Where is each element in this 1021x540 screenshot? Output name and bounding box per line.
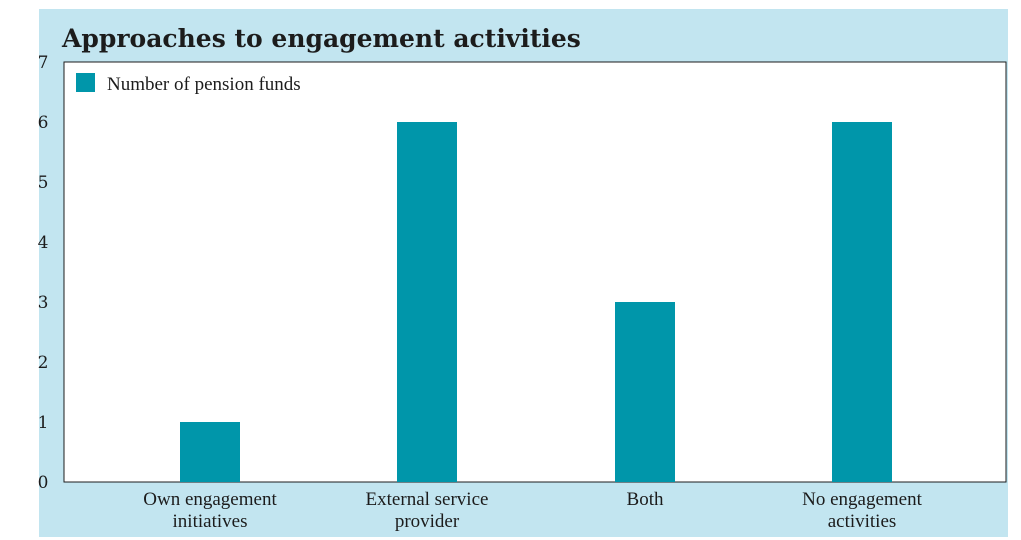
bar bbox=[615, 302, 675, 482]
legend-label: Number of pension funds bbox=[107, 74, 301, 95]
legend-swatch bbox=[76, 73, 95, 92]
y-tick-label: 4 bbox=[38, 233, 49, 253]
x-tick-label: External service provider bbox=[366, 489, 489, 532]
x-axis-labels: Own engagement initiatives External servic… bbox=[143, 489, 922, 532]
y-tick-label: 7 bbox=[38, 53, 49, 73]
bar bbox=[180, 422, 240, 482]
y-tick-label: 1 bbox=[38, 413, 49, 433]
y-tick-label: 0 bbox=[38, 473, 49, 493]
y-tick-label: 5 bbox=[38, 173, 49, 193]
x-tick-label: Own engagement initiatives bbox=[143, 489, 277, 532]
x-tick-label: Both bbox=[627, 489, 664, 510]
y-axis-ticks: 0 1 2 3 4 5 6 7 bbox=[38, 53, 49, 493]
y-tick-label: 3 bbox=[38, 293, 49, 313]
legend: Number of pension funds bbox=[76, 73, 301, 95]
y-tick-label: 6 bbox=[38, 113, 49, 133]
bar bbox=[397, 122, 457, 482]
y-tick-label: 2 bbox=[38, 353, 49, 373]
x-tick-label: No engagement activities bbox=[802, 489, 922, 532]
chart-title: Approaches to engagement activities bbox=[62, 24, 581, 53]
bars bbox=[180, 122, 892, 482]
bar bbox=[832, 122, 892, 482]
